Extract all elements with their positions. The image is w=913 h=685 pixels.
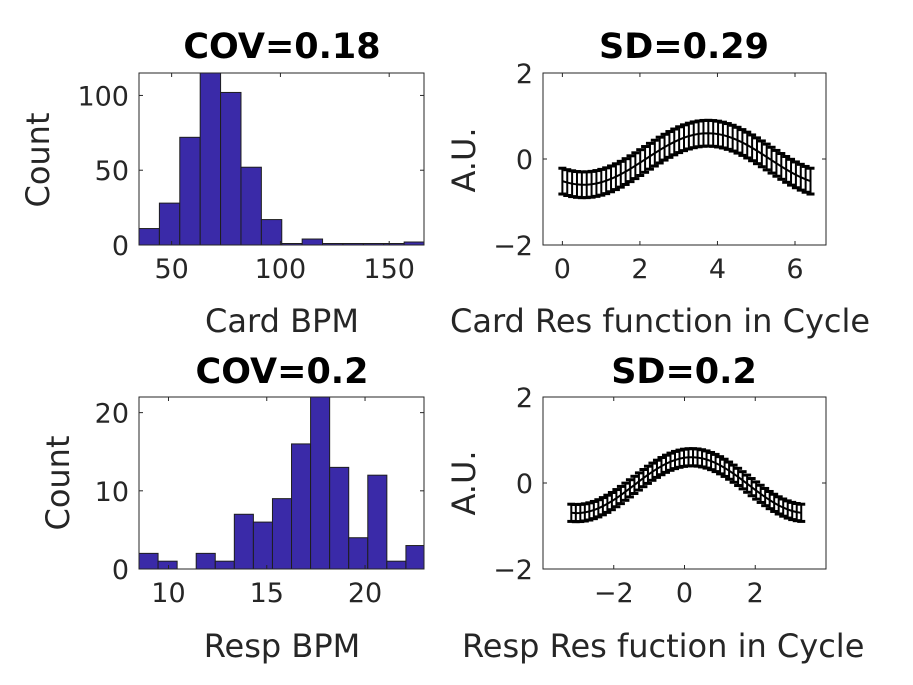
card-bpm-ylabel: Count — [19, 112, 57, 207]
y-tick-label: 0 — [516, 145, 533, 176]
y-tick-label: −2 — [493, 231, 533, 262]
card-res-xlabel: Card Res function in Cycle — [450, 302, 870, 340]
histogram-bar — [348, 537, 369, 570]
histogram-bar — [367, 474, 388, 570]
resp-bpm-ticks: 10 15 20 0 10 20 — [95, 396, 425, 609]
x-tick-label: 10 — [151, 578, 185, 609]
y-tick-label: 10 — [95, 477, 129, 508]
card-bpm-title: COV=0.18 — [183, 27, 380, 67]
x-tick-label: 0 — [554, 254, 571, 285]
resp-res-ylabel: A.U. — [445, 450, 483, 515]
x-tick-label: 100 — [255, 254, 307, 285]
card-res-title: SD=0.29 — [599, 27, 769, 67]
histogram-bar — [386, 560, 407, 570]
y-tick-label: 50 — [95, 156, 129, 187]
histogram-bar — [233, 513, 254, 570]
histogram-bar — [329, 466, 350, 570]
resp-bpm-ylabel: Count — [39, 435, 77, 530]
card-res-ticks: 0 2 4 6 −2 0 2 — [493, 59, 827, 285]
histogram-bar — [252, 521, 273, 570]
axes-frame — [542, 72, 827, 246]
x-tick-label: 4 — [709, 254, 726, 285]
x-tick-label: 150 — [363, 254, 415, 285]
resp-res-ticks: −2 0 2 −2 0 2 — [493, 383, 827, 609]
histogram-bar — [138, 228, 160, 246]
resp-res-title: SD=0.2 — [611, 352, 757, 392]
y-tick-label: 20 — [95, 399, 129, 430]
histogram-bar — [199, 72, 222, 246]
resp-bpm-title: COV=0.2 — [196, 352, 369, 392]
mean-line — [562, 132, 811, 186]
resp-res-errorbars — [567, 447, 806, 524]
y-tick-label: 2 — [516, 383, 533, 414]
y-tick-label: 0 — [516, 469, 533, 500]
x-tick-label: 20 — [348, 578, 382, 609]
card-res-axes — [542, 72, 827, 246]
card-bpm-xlabel: Card BPM — [205, 302, 359, 340]
histogram-bar — [271, 498, 293, 570]
y-tick-label: 0 — [112, 231, 129, 262]
histogram-bar — [301, 238, 324, 246]
histogram-bar — [179, 136, 201, 246]
axes-frame — [542, 396, 827, 570]
x-tick-label: −2 — [594, 578, 634, 609]
resp-bpm-xlabel: Resp BPM — [204, 627, 361, 665]
card-bpm-histogram: 50 100 150 0 50 100 COV=0.18 Card BPM Count — [19, 27, 425, 340]
histogram-bar — [405, 545, 425, 570]
resp-bpm-histogram: 10 15 20 0 10 20 COV=0.2 Resp BPM Count — [39, 352, 425, 665]
x-tick-label: 50 — [154, 254, 188, 285]
histogram-bar — [291, 443, 312, 570]
mean-line — [571, 456, 802, 515]
card-res-ylabel: A.U. — [445, 127, 483, 192]
resp-res-function-plot: −2 0 2 −2 0 2 SD=0.2 Resp Res fuction in Cycl… — [445, 352, 864, 665]
histogram-bar — [240, 166, 262, 246]
x-tick-label: 2 — [631, 254, 648, 285]
card-bpm-ticks: 50 100 150 0 50 100 — [77, 72, 425, 285]
axes-frame — [138, 72, 425, 246]
x-tick-label: 15 — [250, 578, 284, 609]
y-tick-label: −2 — [493, 555, 533, 586]
y-tick-label: 2 — [516, 59, 533, 90]
histogram-bar — [138, 552, 159, 570]
x-tick-label: 2 — [747, 578, 764, 609]
axes-frame — [138, 396, 425, 570]
histogram-bar — [220, 91, 242, 246]
x-tick-label: 0 — [676, 578, 693, 609]
x-tick-label: 6 — [786, 254, 803, 285]
histogram-bar — [214, 560, 235, 570]
histogram-bar — [195, 552, 216, 570]
resp-res-xlabel: Resp Res fuction in Cycle — [462, 627, 864, 665]
histogram-bar — [158, 202, 181, 246]
card-res-function-plot: 0 2 4 6 −2 0 2 SD=0.29 Card Res function in Cy… — [445, 27, 870, 340]
y-tick-label: 0 — [112, 555, 129, 586]
card-bpm-bars — [138, 72, 425, 246]
card-res-errorbars — [558, 118, 815, 200]
histogram-bar — [157, 560, 178, 570]
histogram-bar — [260, 219, 283, 246]
resp-res-axes — [542, 396, 827, 570]
histogram-bar — [310, 396, 331, 570]
y-tick-label: 100 — [77, 81, 129, 112]
